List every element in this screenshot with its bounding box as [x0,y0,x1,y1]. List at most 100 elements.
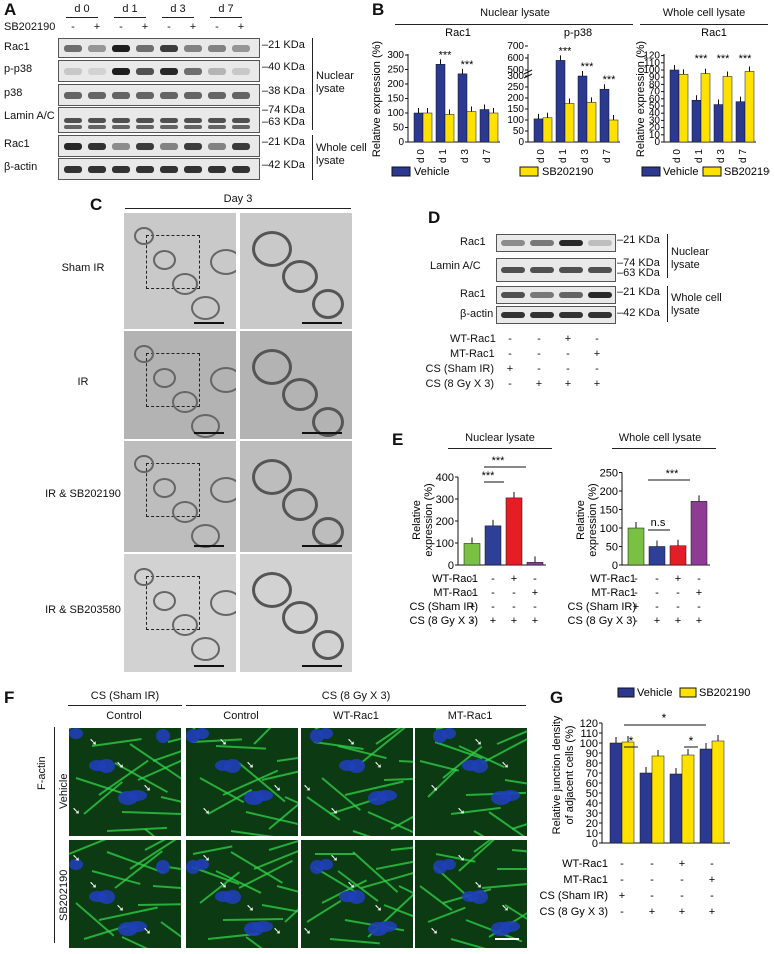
kda-marker: –74 KDa [617,257,660,269]
blot-band [160,44,178,52]
legend-label: Vehicle [663,166,698,178]
arrow-marker: ➘ [72,806,81,817]
condition-sign: - [676,601,680,613]
em-image-overview [123,553,237,673]
condition-sign: - [508,333,512,345]
significance-stars: *** [717,53,731,65]
column-label: Control [223,710,259,722]
actin-fiber [511,849,527,855]
condition-sign: - [533,573,537,585]
blot-band [136,165,154,173]
blot-band [112,124,130,129]
blot-strip [58,135,260,157]
nucleus [244,922,264,936]
sb-sign: + [93,21,101,33]
actin-fiber [98,906,158,921]
condition-bar [463,543,481,566]
panel-g-chart: Vehicle SB202190 0102030405060708090100110… [540,687,750,918]
kda-marker: –40 KDa [262,61,305,73]
y-axis-label: of adjacent cells (%) [564,725,576,824]
y-tick-label: 110 [580,728,598,740]
condition-bar [526,562,544,566]
blot-band [112,117,130,123]
stain-label: F-actin [36,756,48,790]
y-axis-label: expression (%) [587,483,599,556]
y-tick-label: 90 [649,72,661,83]
blot-row-label: Lamin A/C [4,110,55,122]
y-tick-label: 200 [507,93,524,104]
scale-bar [302,322,342,324]
condition-sign: - [512,601,516,613]
column-label: Control [106,710,142,722]
condition-sign: + [696,587,702,599]
blot-band [232,124,250,129]
stain-bracket [54,727,55,943]
condition-sign: - [634,587,638,599]
condition-bar [648,546,666,566]
blot-band [184,165,202,173]
organelle [282,488,318,521]
condition-sign: + [564,333,572,345]
condition-sign: - [710,890,714,902]
blot-band [530,312,554,318]
actin-fiber [144,840,181,851]
legend-label: SB202190 [699,687,750,699]
blot-band [88,67,106,75]
blot-row-label: p38 [4,87,23,99]
nucleus [442,859,456,870]
fluorescence-image: ➘ ➘ ➘ ➘ [300,839,414,949]
significance-star: * [629,734,634,748]
sham-header: CS (Sham IR) [90,690,160,702]
arrow-marker: ➘ [474,737,483,748]
condition-sign: - [680,874,684,886]
nucleus [491,791,511,805]
blot-band [530,292,554,298]
blot-band [64,165,82,173]
arrow-marker: ➘ [89,880,98,891]
condition-bar [505,497,523,566]
y-tick-label: 700 [507,41,524,52]
blot-band [160,165,178,173]
condition-label: WT-Rac1 [432,573,478,585]
organelle [282,601,318,634]
y-tick-label: 0 [592,838,598,850]
nucleus [433,860,447,874]
fluorescence-image: ➘ ➘ ➘ ➘ [414,727,528,837]
header-line [68,705,182,706]
condition-sign: - [566,363,570,375]
x-tick-label: d 0 [672,149,683,163]
sb-sign: + [141,21,149,33]
blot-band [112,165,130,173]
blot-band [588,240,612,246]
legend-label: Vehicle [414,166,449,178]
condition-sign: + [490,615,496,627]
nucleus [89,760,106,771]
day-underline [114,17,146,18]
actin-fiber [152,885,181,890]
condition-sign: - [566,348,570,360]
nuclear-lysate-label: Nuclear lysate [671,246,709,271]
fluorescence-image: ➘ ➘ ➘ ➘ [300,727,414,837]
y-axis-label: Relative [411,500,423,540]
scale-bar [194,432,224,434]
sb-bar [542,117,553,143]
condition-sign: - [537,333,541,345]
arrow-marker: ➘ [347,880,356,891]
y-tick-label: 120 [580,718,598,730]
condition-label: CS (Sham IR) [540,890,608,902]
organelle [191,524,220,548]
blot-row-label: Rac1 [4,41,30,53]
scale-bar [194,545,224,547]
blot-band [184,67,202,75]
y-tick-label: 150 [600,505,618,517]
vehicle-bar [435,64,446,143]
condition-sign: - [512,587,516,599]
significance-stars: *** [439,49,453,61]
organelle [312,407,344,437]
sb-bar [422,112,433,143]
axis-break [523,69,533,75]
actin-fiber [230,830,291,836]
legend-label: Vehicle [637,687,672,699]
fluorescence-image: ➘ ➘ ➘ ➘ [185,839,299,949]
blot-band [136,67,154,75]
